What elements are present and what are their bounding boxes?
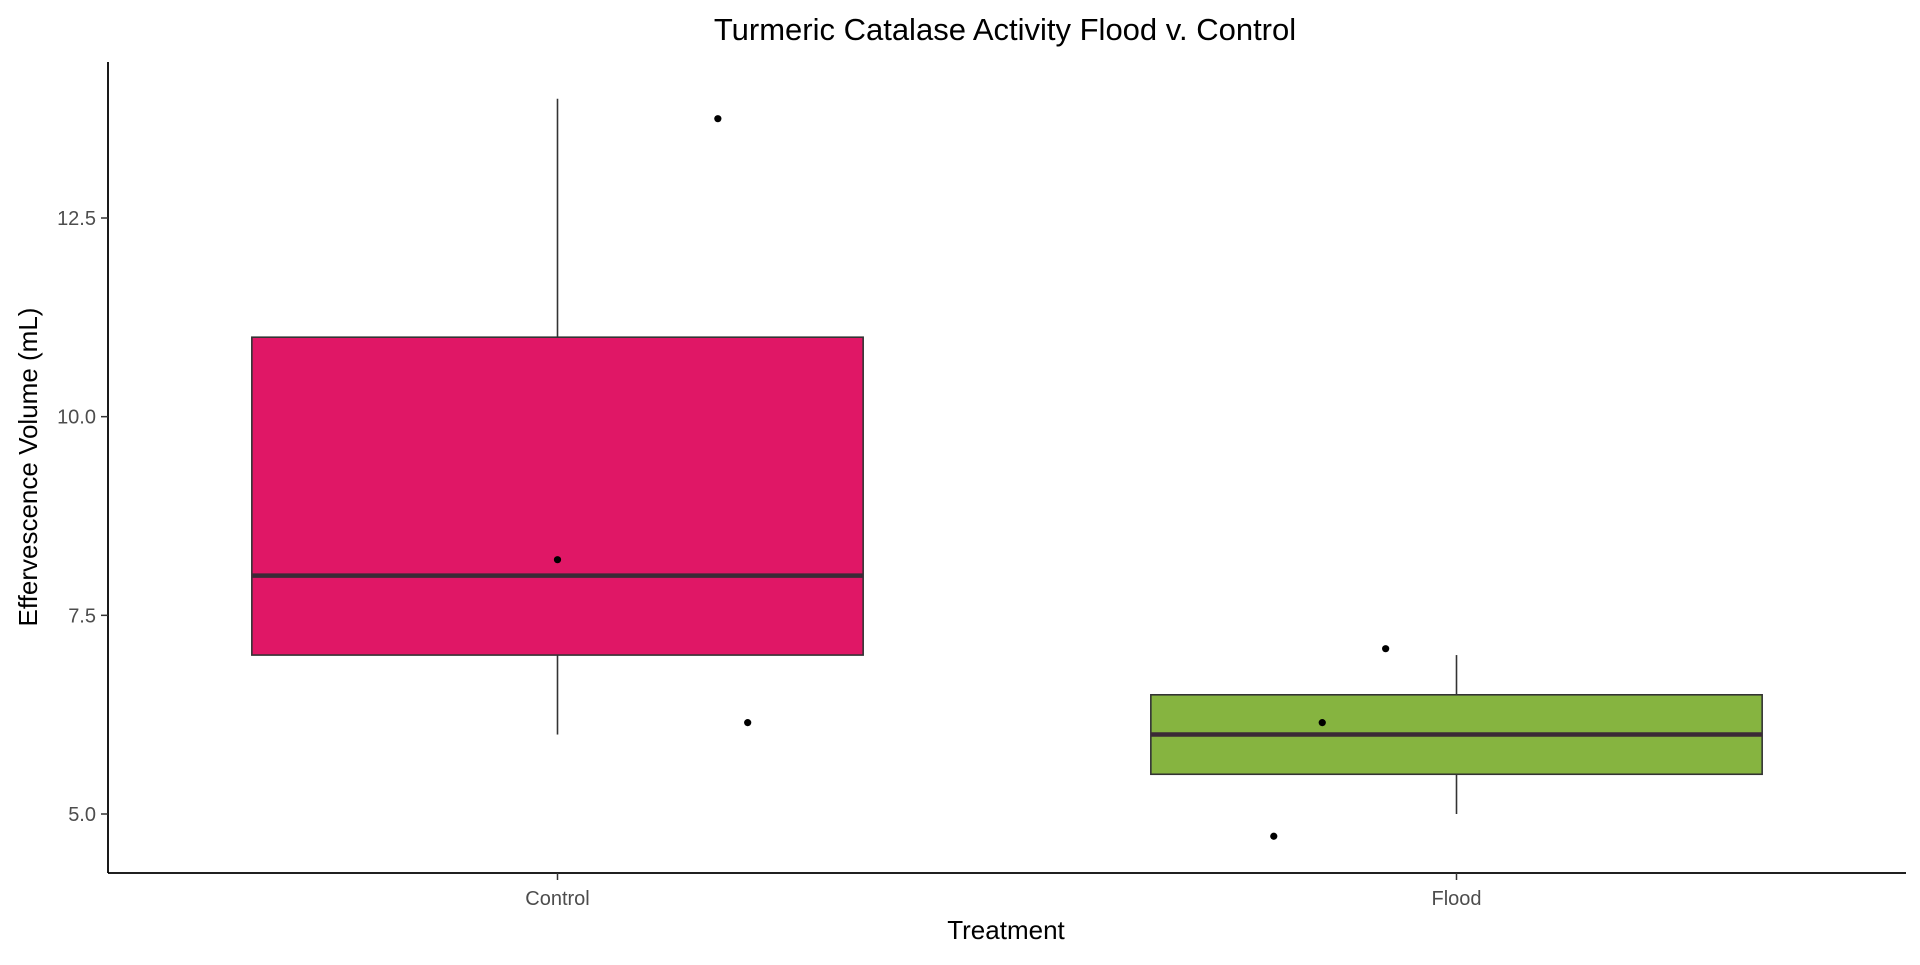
y-axis-ticks: 5.0 7.5 10.0 12.5: [57, 208, 108, 826]
data-point-flood: [1382, 645, 1390, 653]
data-point-flood: [1318, 719, 1326, 727]
data-point-control: [744, 719, 752, 727]
y-tick-label: 10.0: [57, 407, 96, 429]
x-axis-title: Treatment: [947, 915, 1065, 945]
y-tick-label: 5.0: [68, 804, 96, 826]
y-tick-label: 12.5: [57, 208, 96, 230]
x-tick-label-flood: Flood: [1431, 888, 1481, 910]
data-point-control: [553, 556, 562, 564]
data-point-flood: [1270, 832, 1278, 840]
chart-title: Turmeric Catalase Activity Flood v. Cont…: [714, 12, 1296, 47]
x-tick-label-control: Control: [525, 888, 589, 910]
plot-area: [251, 98, 1763, 840]
y-axis-title: Effervescence Volume (mL): [13, 308, 43, 627]
control-box: [251, 336, 864, 656]
data-point-control: [714, 115, 722, 123]
x-axis-ticks: Control Flood: [525, 873, 1482, 910]
y-tick-label: 7.5: [68, 605, 96, 627]
